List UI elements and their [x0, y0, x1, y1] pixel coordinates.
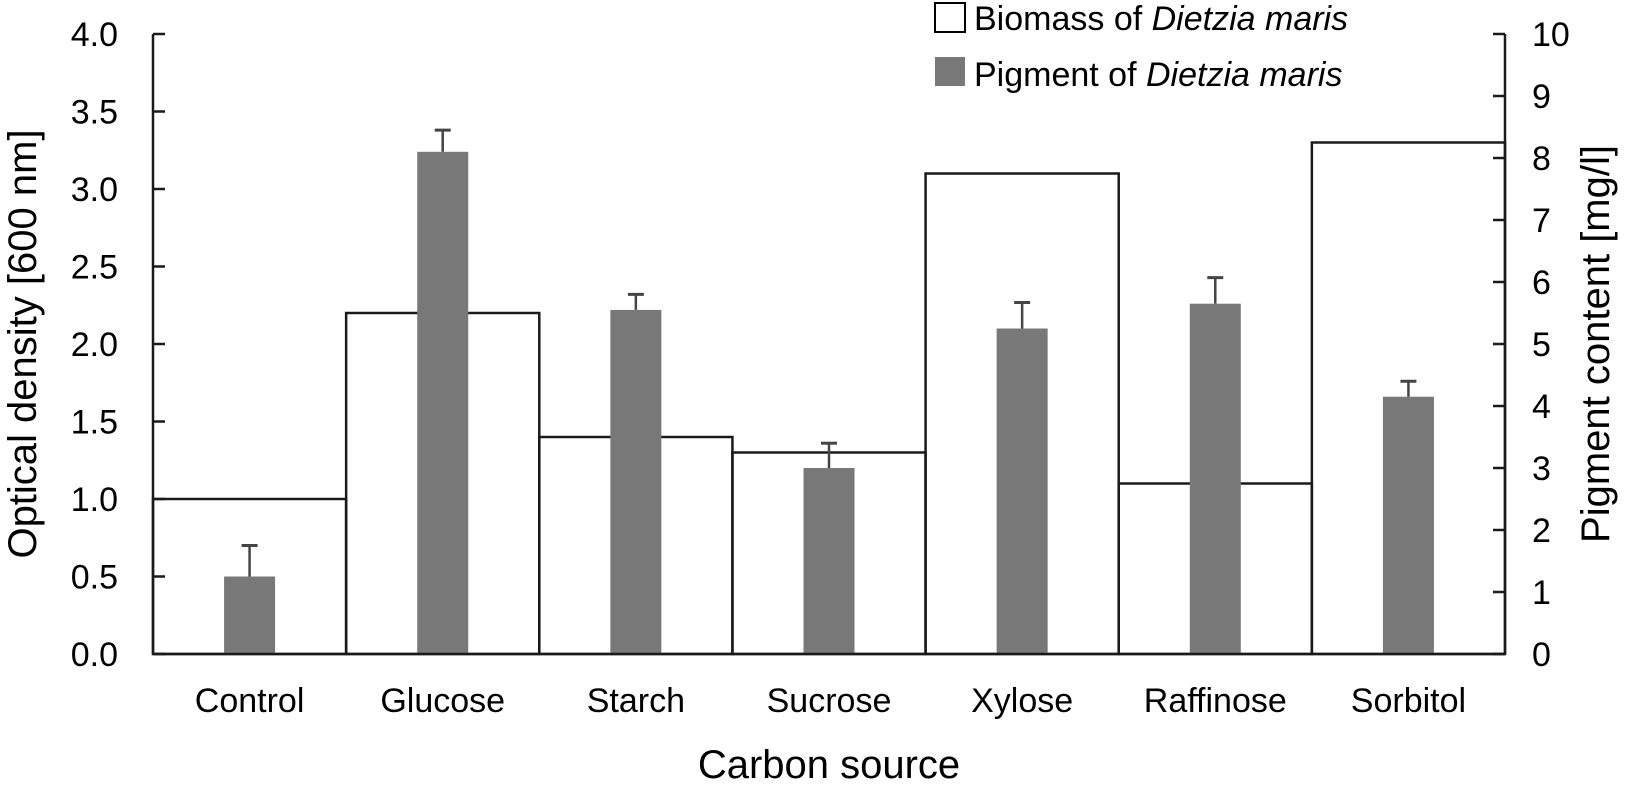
- y2-tick-label: 0: [1532, 636, 1551, 674]
- axes: [151, 32, 1507, 656]
- y2-tick-label: 2: [1532, 512, 1551, 550]
- y-tick-label: 2.0: [71, 326, 118, 364]
- y2-tick-label: 4: [1532, 388, 1551, 426]
- y2-tick-label: 8: [1532, 140, 1551, 178]
- y2-tick-label: 5: [1532, 326, 1551, 364]
- legend-swatch-biomass: [934, 2, 966, 33]
- y2-tick-label: 6: [1532, 264, 1551, 302]
- legend-label-biomass: Biomass of Dietzia maris: [974, 0, 1348, 38]
- legend: Biomass of Dietzia maris Pigment of Diet…: [934, 0, 1348, 94]
- x-tick-label-xylose: Xylose: [971, 682, 1073, 720]
- y2-tick-label: 7: [1532, 202, 1551, 240]
- y-tick-label: 2.5: [71, 249, 118, 287]
- pigment-bar-raffinose: [1189, 303, 1241, 654]
- x-tick-label-raffinose: Raffinose: [1144, 682, 1287, 720]
- pigment-bar-starch: [610, 309, 662, 654]
- y-tick-label: 0.5: [71, 559, 118, 597]
- y2-tick-label: 9: [1532, 78, 1551, 116]
- y-axis-title: Optical density [600 nm]: [1, 129, 45, 558]
- y-tick-label: 4.0: [71, 16, 118, 54]
- x-tick-label-control: Control: [195, 682, 305, 720]
- pigment-bar-control: [224, 576, 276, 654]
- pigment-bar-sucrose: [803, 468, 855, 654]
- x-tick-label-starch: Starch: [587, 682, 685, 720]
- pigment-bar-glucose: [417, 151, 469, 655]
- legend-swatch-pigment: [935, 57, 965, 86]
- x-tick-label-sucrose: Sucrose: [767, 682, 892, 720]
- y-tick-label: 1.5: [71, 404, 118, 442]
- legend-label-pigment: Pigment of Dietzia maris: [974, 56, 1342, 94]
- x-tick-label-glucose: Glucose: [380, 682, 505, 720]
- pigment-bar-xylose: [996, 328, 1048, 654]
- y2-tick-label: 3: [1532, 450, 1551, 488]
- y-tick-label: 3.0: [71, 171, 118, 209]
- category-labels: Control Glucose Starch Sucrose Xylose Raffino…: [195, 682, 1466, 720]
- tick-labels: 0.0 0.5 1.0 1.5 2.0 2.5 3.0 3.5 4.0 0 1 2 3 4 5 6 7 8 9 10: [71, 16, 1570, 674]
- y-tick-label: 1.0: [71, 481, 118, 519]
- x-tick-label-sorbitol: Sorbitol: [1351, 682, 1466, 720]
- y-tick-label: 3.5: [71, 94, 118, 132]
- pigment-bar-sorbitol: [1382, 396, 1434, 654]
- legend-item-pigment[interactable]: Pigment of Dietzia maris: [935, 56, 1342, 94]
- y-tick-label: 0.0: [71, 636, 118, 674]
- y2-tick-label: 1: [1532, 574, 1551, 612]
- legend-item-biomass[interactable]: Biomass of Dietzia maris: [934, 0, 1348, 38]
- y2-axis-title: Pigment content [mg/l]: [1574, 145, 1618, 543]
- pigment-series: [224, 128, 1434, 655]
- x-axis-title: Carbon source: [698, 743, 960, 787]
- y2-tick-label: 10: [1532, 16, 1570, 54]
